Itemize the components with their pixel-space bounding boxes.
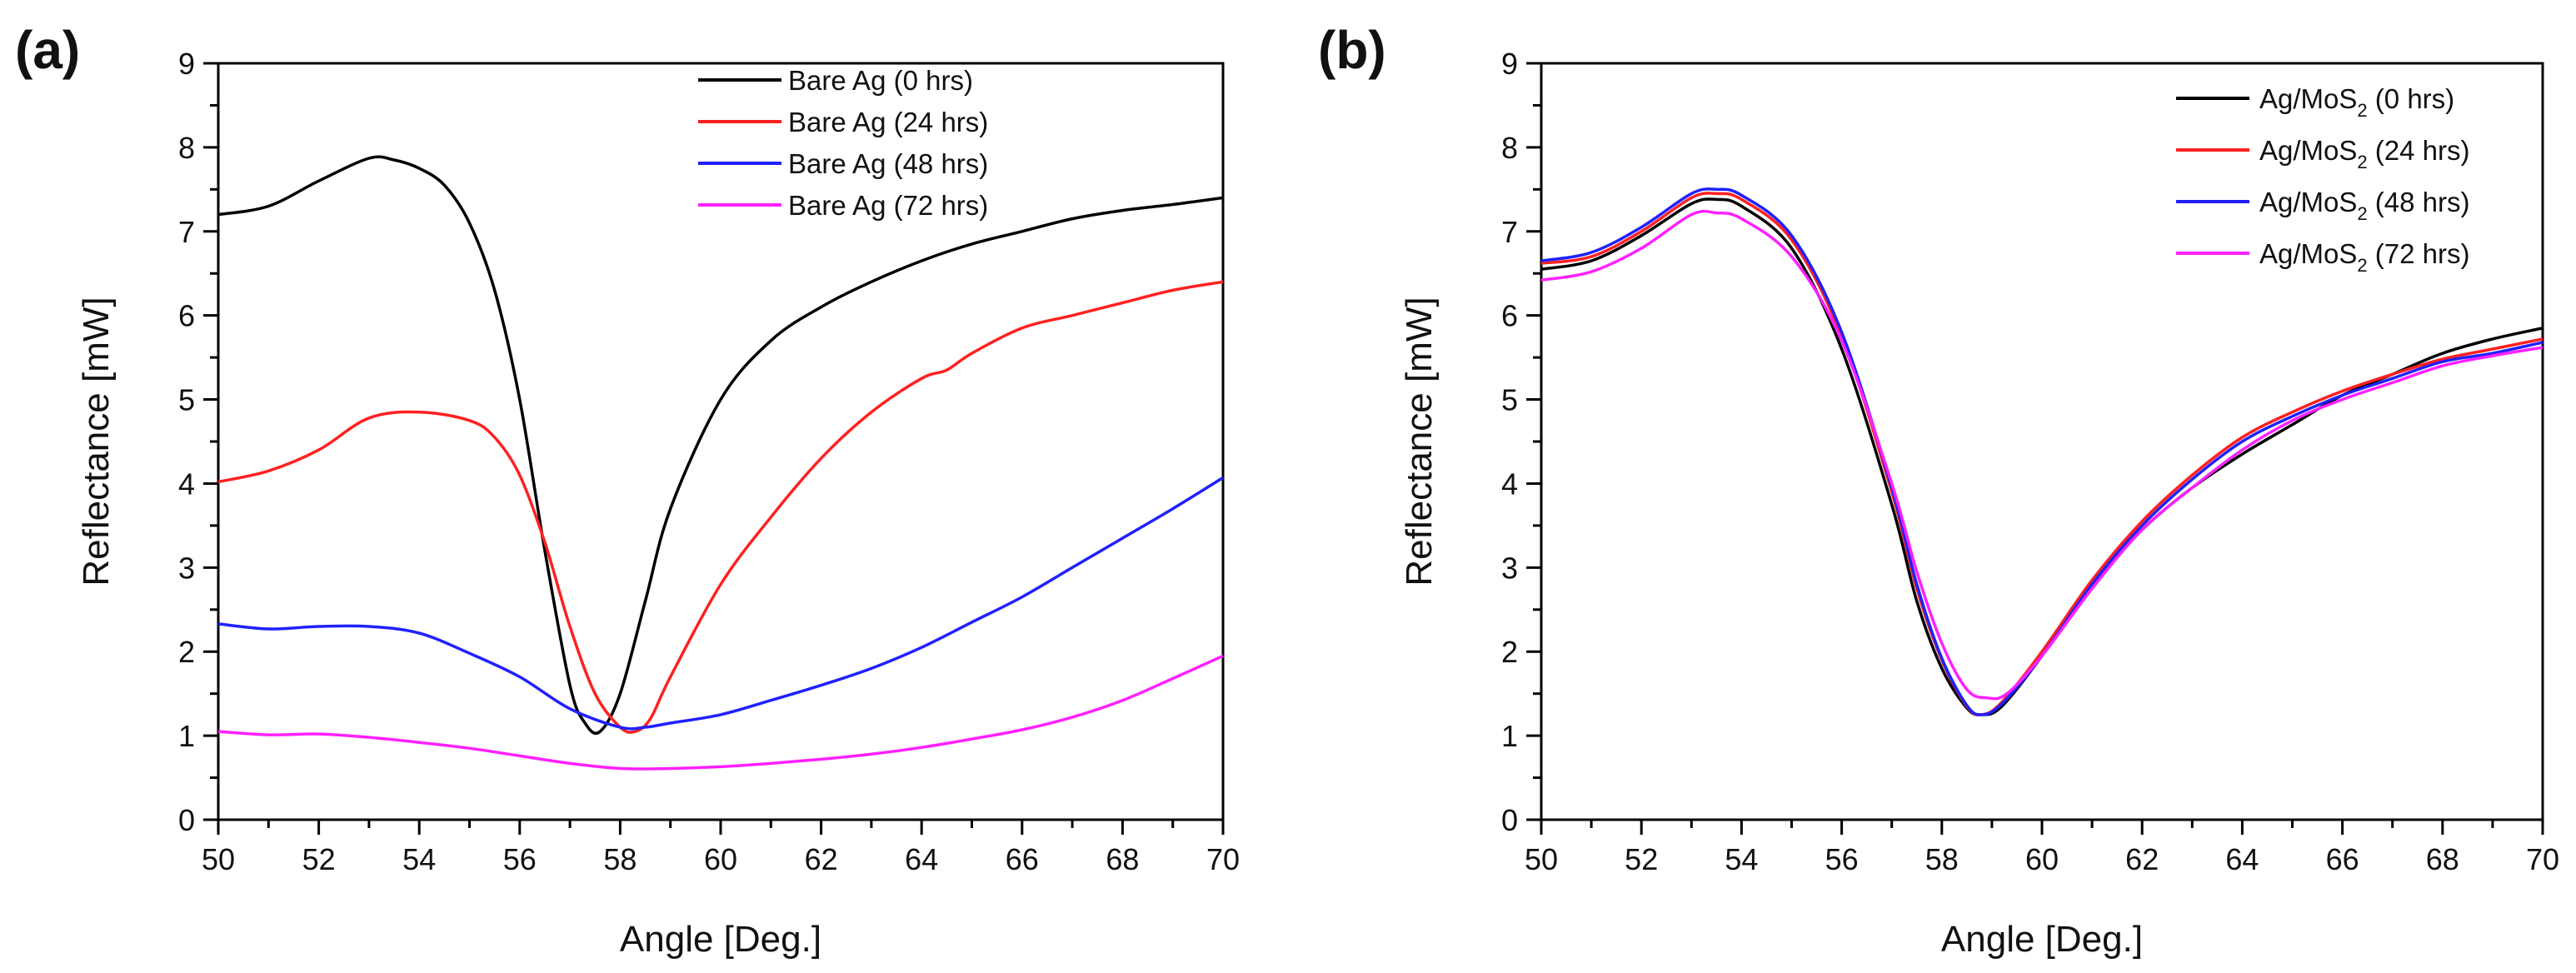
series-line (217, 654, 1224, 771)
legend-label-main: Bare Ag (24 hrs) (788, 107, 988, 137)
series-line (217, 280, 1224, 734)
legend-label: Bare Ag (0 hrs) (788, 65, 973, 96)
legend: Ag/MoS2 (0 hrs)Ag/MoS2 (24 hrs)Ag/MoS2 (… (2176, 83, 2470, 276)
y-tick-label: 6 (1501, 299, 1518, 333)
y-tick-label: 2 (178, 635, 195, 669)
x-axis-title: Angle [Deg.] (620, 919, 821, 960)
y-tick-label: 8 (1501, 131, 1518, 165)
series-line (1540, 187, 2544, 716)
x-tick-label: 56 (1825, 842, 1859, 876)
legend-label-main: Ag/MoS (2259, 238, 2357, 269)
legend-label-tail: (72 hrs) (2368, 238, 2470, 269)
series-line (1540, 209, 2544, 701)
legend-label-tail: (24 hrs) (2368, 135, 2470, 166)
x-tick-label: 50 (202, 842, 235, 876)
y-tick-label: 4 (1501, 467, 1518, 501)
panel-label: (b) (1318, 20, 1386, 80)
legend-label: Bare Ag (24 hrs) (788, 107, 988, 137)
plot-frame (217, 62, 1225, 821)
x-tick-label: 66 (1006, 842, 1039, 876)
x-tick-label: 60 (2025, 842, 2059, 876)
y-tick-label: 7 (178, 215, 195, 249)
legend-label: Ag/MoS2 (48 hrs) (2259, 187, 2470, 224)
y-axis-title: Reflectance [mW] (76, 297, 117, 586)
legend-label-subscript: 2 (2357, 255, 2367, 276)
y-tick-label: 0 (178, 803, 195, 837)
legend: Bare Ag (0 hrs) Bare Ag (24 hrs) Bare Ag (… (698, 65, 988, 221)
x-tick-label: 50 (1525, 842, 1558, 876)
x-tick-label: 62 (805, 842, 838, 876)
legend-label-subscript: 2 (2357, 152, 2367, 172)
x-tick-label: 54 (1725, 842, 1758, 876)
panel-label: (a) (15, 20, 80, 80)
y-axis-title: Reflectance [mW] (1399, 297, 1440, 586)
y-tick-label: 2 (1501, 635, 1518, 669)
legend-label-tail: (48 hrs) (2368, 187, 2470, 217)
y-tick-label: 0 (1501, 803, 1518, 837)
y-tick-label: 5 (178, 383, 195, 417)
legend-label: Ag/MoS2 (0 hrs) (2259, 83, 2454, 121)
y-tick-label: 9 (178, 47, 195, 81)
series-line (217, 155, 1224, 736)
y-tick-label: 3 (178, 551, 195, 585)
x-tick-label: 70 (2526, 842, 2559, 876)
panel-a: (a)50 52 54 56 58 60 62 64 66 68 700123456789Angle… (15, 20, 1240, 960)
y-tick-label: 6 (178, 299, 195, 333)
plot-frame (1540, 62, 2544, 821)
y-tick-label: 9 (1501, 47, 1518, 81)
legend-label-main: Ag/MoS (2259, 187, 2357, 217)
x-tick-label: 58 (603, 842, 637, 876)
series-line (1540, 197, 2544, 716)
legend-label: Ag/MoS2 (24 hrs) (2259, 135, 2470, 172)
y-tick-label: 7 (1501, 215, 1518, 249)
legend-label-main: Bare Ag (48 hrs) (788, 148, 988, 179)
y-tick-label: 1 (178, 719, 195, 753)
x-tick-label: 64 (2225, 842, 2259, 876)
x-tick-label: 66 (2326, 842, 2359, 876)
x-tick-label: 58 (1925, 842, 1959, 876)
x-tick-label: 68 (1106, 842, 1139, 876)
x-tick-label: 62 (2125, 842, 2159, 876)
x-tick-label: 56 (503, 842, 537, 876)
y-tick-label: 1 (1501, 719, 1518, 753)
series-line (217, 476, 1224, 731)
legend-label-main: Bare Ag (72 hrs) (788, 190, 988, 221)
x-tick-label: 60 (704, 842, 737, 876)
legend-label-tail: (0 hrs) (2368, 83, 2455, 114)
legend-label: Bare Ag (72 hrs) (788, 190, 988, 221)
legend-label-main: Ag/MoS (2259, 135, 2357, 166)
y-tick-label: 5 (1501, 383, 1518, 417)
x-tick-label: 68 (2426, 842, 2459, 876)
y-tick-label: 4 (178, 467, 195, 501)
x-tick-label: 70 (1206, 842, 1240, 876)
x-tick-label: 52 (302, 842, 336, 876)
legend-label-subscript: 2 (2357, 203, 2367, 224)
legend-label: Ag/MoS2 (72 hrs) (2259, 238, 2470, 276)
legend-label-subscript: 2 (2357, 100, 2367, 121)
legend-label-main: Ag/MoS (2259, 83, 2357, 114)
series-line (1540, 192, 2544, 716)
x-tick-label: 54 (402, 842, 436, 876)
x-axis-title: Angle [Deg.] (1941, 919, 2143, 960)
x-tick-label: 64 (905, 842, 938, 876)
legend-label-main: Bare Ag (0 hrs) (788, 65, 973, 96)
x-tick-label: 52 (1625, 842, 1658, 876)
legend-label: Bare Ag (48 hrs) (788, 148, 988, 179)
panel-b: (b)50 52 54 56 58 60 62 64 66 68 700123456789Angle… (1318, 20, 2559, 960)
y-tick-label: 3 (1501, 551, 1518, 585)
y-tick-label: 8 (178, 131, 195, 165)
